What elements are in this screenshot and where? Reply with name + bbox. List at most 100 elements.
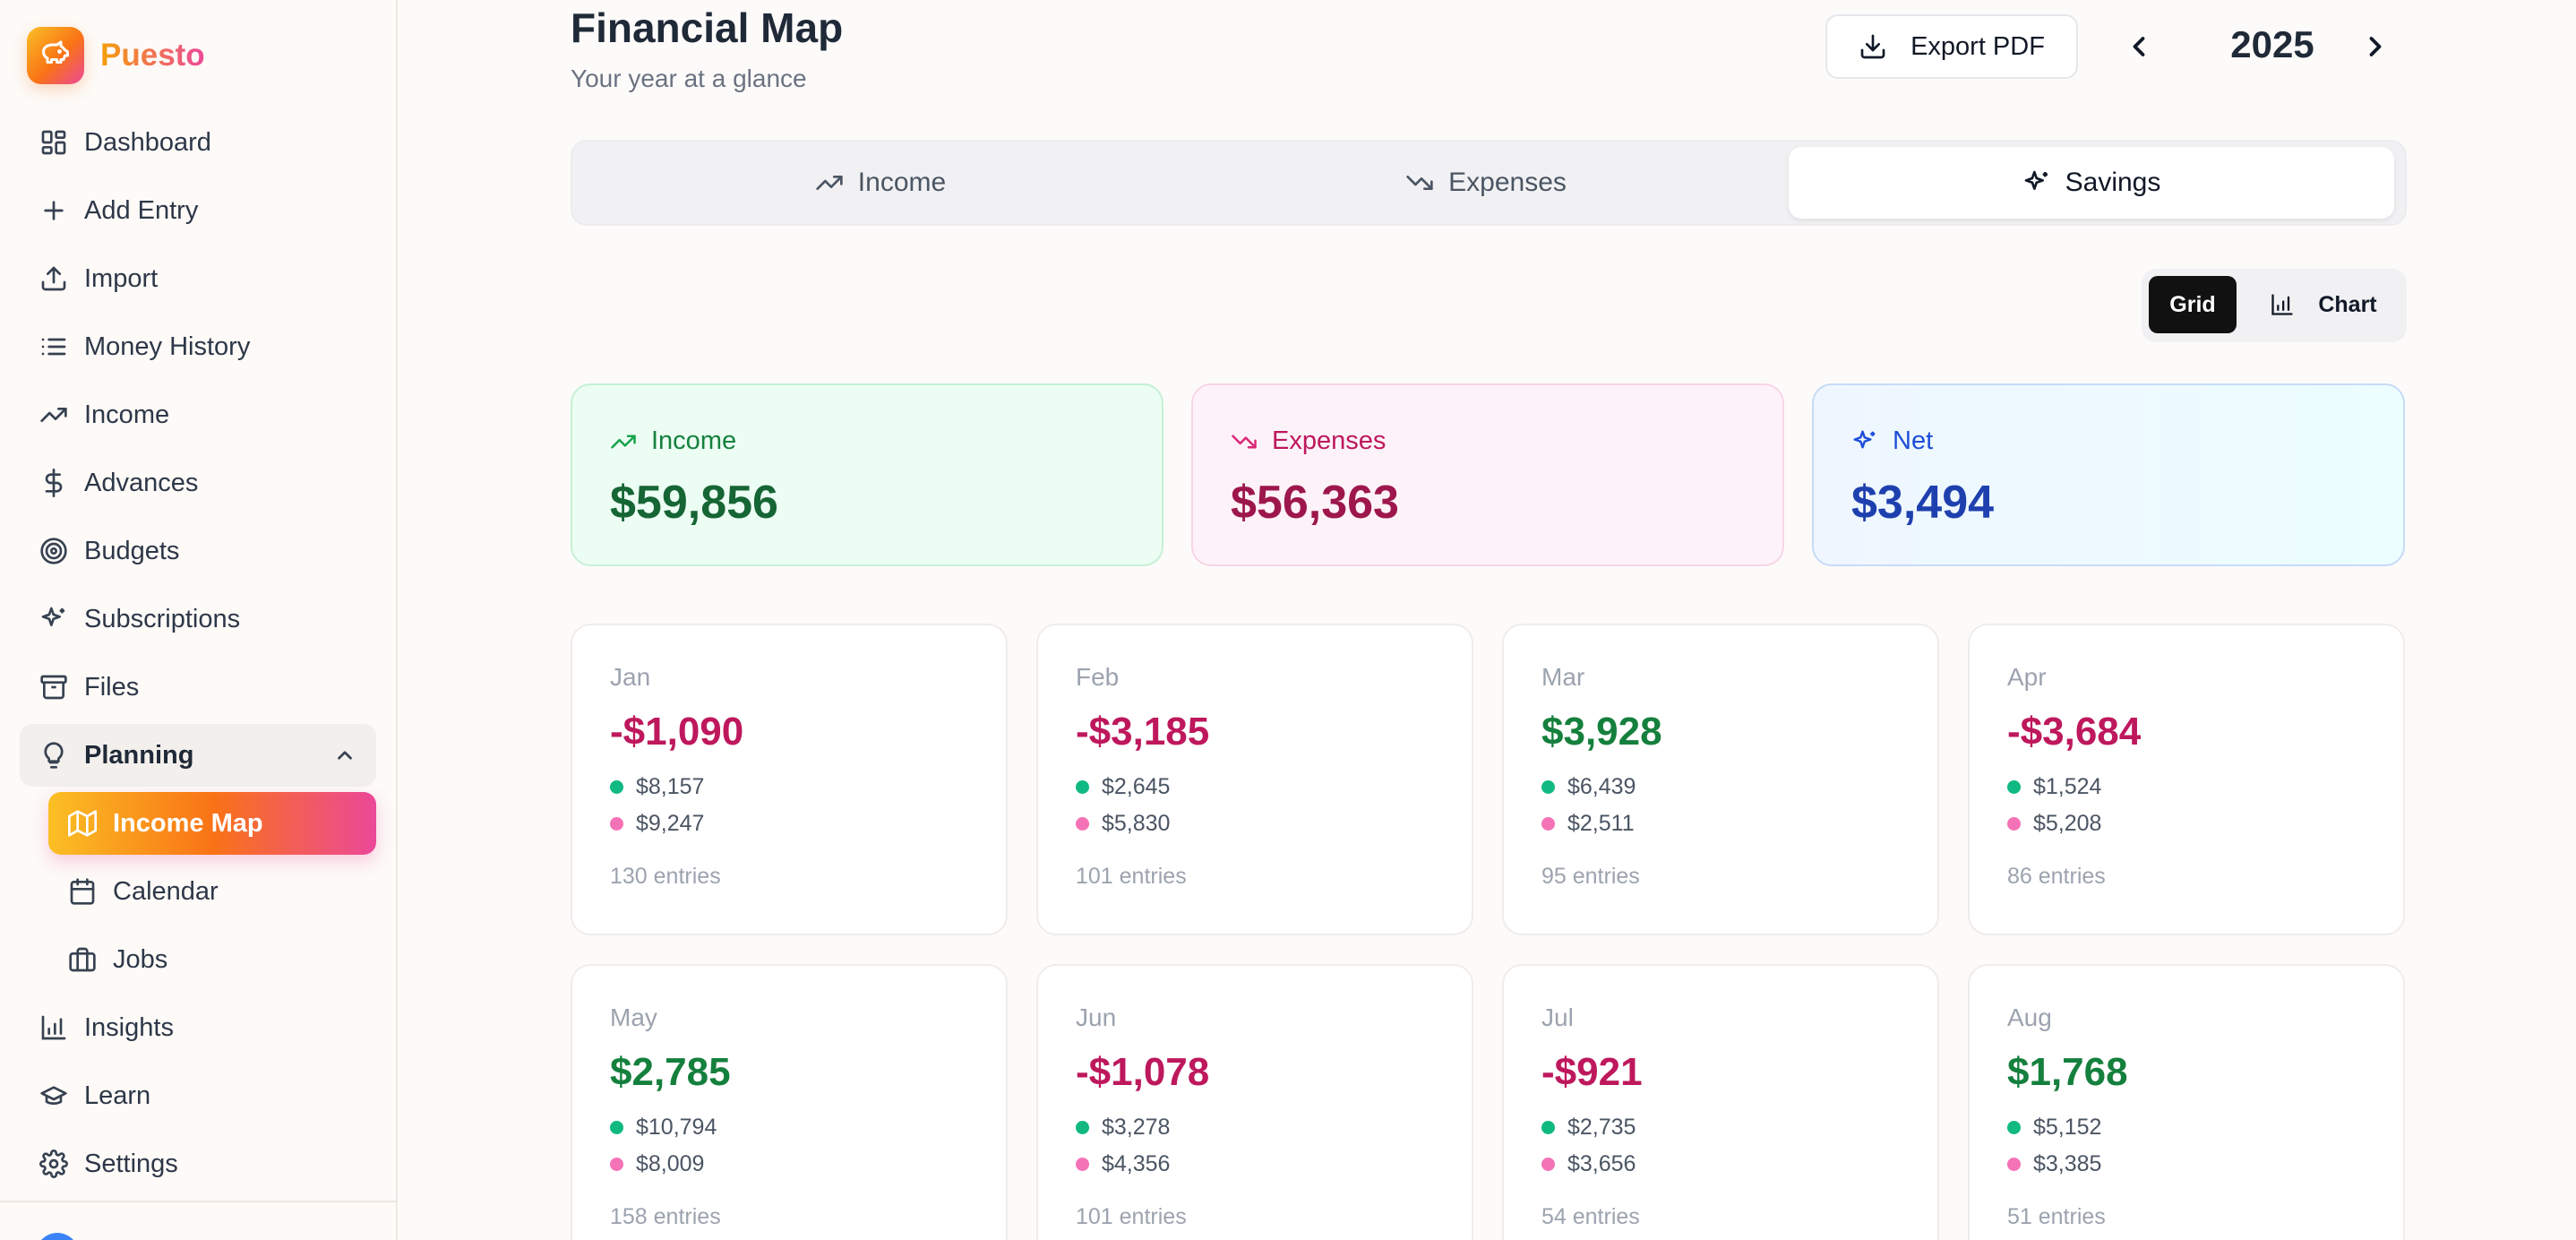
export-pdf-label: Export PDF: [1911, 31, 2045, 61]
month-income-row: $6,439: [1541, 774, 1937, 800]
trending-up-icon: [816, 176, 843, 190]
avatar[interactable]: [36, 1233, 79, 1240]
month-expense-row: $5,830: [1076, 811, 1472, 837]
brand[interactable]: Puesto: [27, 27, 205, 84]
category-tabs: Income Expenses Savings: [571, 140, 2407, 226]
sidebar-item-label: Money History: [84, 332, 251, 361]
export-pdf-button[interactable]: Export PDF: [1825, 14, 2078, 79]
sidebar-item-jobs[interactable]: Jobs: [48, 928, 376, 991]
sidebar-item-calendar[interactable]: Calendar: [48, 860, 376, 923]
month-net: -$1,078: [1076, 1050, 1210, 1094]
month-expense-row: $4,356: [1076, 1151, 1472, 1177]
grid-view-button[interactable]: Grid: [2149, 276, 2237, 333]
bar-chart-icon: [41, 1015, 66, 1040]
month-name: Jun: [1076, 1003, 1117, 1031]
month-income-row: $5,152: [2007, 1115, 2403, 1141]
month-entries: 101 entries: [1076, 864, 1187, 889]
month-card-may[interactable]: May $2,785 $10,794 $8,009 158 entries: [571, 964, 1008, 1240]
month-entries: 101 entries: [1076, 1204, 1187, 1229]
expense-dot: [1076, 1158, 1089, 1171]
summary-label: Expenses: [1272, 426, 1387, 455]
sidebar-item-import[interactable]: Import: [20, 247, 376, 310]
tab-expenses[interactable]: Expenses: [1183, 147, 1789, 219]
month-expenses: $4,356: [1102, 1151, 1171, 1176]
dashboard-icon: [41, 130, 66, 155]
month-income-row: $8,157: [610, 774, 1006, 800]
sidebar-item-income[interactable]: Income: [20, 383, 376, 446]
income-dot: [610, 780, 623, 794]
expense-dot: [2007, 1158, 2021, 1171]
sidebar-item-dashboard[interactable]: Dashboard: [20, 111, 376, 174]
month-income: $6,439: [1567, 774, 1636, 799]
sidebar-item-budgets[interactable]: Budgets: [20, 520, 376, 582]
sidebar-group-planning[interactable]: Planning: [20, 724, 376, 787]
month-card-jul[interactable]: Jul -$921 $2,735 $3,656 54 entries: [1502, 964, 1939, 1240]
income-dot: [1076, 780, 1089, 794]
month-income-row: $2,735: [1541, 1115, 1937, 1141]
net-summary-card: Net $3,494: [1812, 383, 2405, 566]
tab-income[interactable]: Income: [578, 147, 1183, 219]
gear-icon: [39, 1150, 68, 1178]
sidebar-item-income-map[interactable]: Income Map: [48, 792, 376, 855]
income-dot: [610, 1121, 623, 1134]
sidebar-item-label: Dashboard: [84, 127, 211, 157]
month-net: $1,768: [2007, 1050, 2128, 1094]
sidebar-item-files[interactable]: Files: [20, 656, 376, 719]
month-net: -$921: [1541, 1050, 1643, 1094]
sidebar-item-add-entry[interactable]: Add Entry: [20, 179, 376, 242]
sidebar-item-settings[interactable]: Settings: [20, 1132, 376, 1195]
month-card-mar[interactable]: Mar $3,928 $6,439 $2,511 95 entries: [1502, 624, 1939, 935]
grid-view-label: Grid: [2169, 291, 2216, 317]
sparkles-icon: [2024, 170, 2048, 190]
sidebar-item-money-history[interactable]: Money History: [20, 315, 376, 378]
month-expenses: $3,385: [2033, 1151, 2102, 1176]
expenses-summary-card: Expenses $56,363: [1191, 383, 1784, 566]
month-expense-row: $5,208: [2007, 811, 2403, 837]
expense-dot: [1076, 817, 1089, 831]
year-label: 2025: [2230, 23, 2314, 65]
map-icon: [68, 810, 97, 837]
chevron-left-icon[interactable]: [2123, 30, 2155, 63]
month-name: Jan: [610, 663, 651, 691]
month-card-jun[interactable]: Jun -$1,078 $3,278 $4,356 101 entries: [1036, 964, 1473, 1240]
sidebar-item-label: Calendar: [113, 876, 219, 906]
sparkles-icon: [41, 607, 64, 626]
sidebar-nav: Dashboard Add Entry Import Money History…: [20, 111, 376, 1201]
expense-dot: [2007, 817, 2021, 831]
month-name: Aug: [2007, 1003, 2052, 1031]
month-income: $2,735: [1567, 1115, 1636, 1140]
sidebar-item-label: Advances: [84, 468, 199, 497]
income-summary-card: Income $59,856: [571, 383, 1163, 566]
month-card-apr[interactable]: Apr -$3,684 $1,524 $5,208 86 entries: [1968, 624, 2405, 935]
chevron-up-icon[interactable]: [333, 744, 356, 767]
sidebar-item-label: Jobs: [113, 944, 168, 974]
dollar-icon: [45, 469, 63, 497]
month-income: $1,524: [2033, 774, 2102, 799]
month-card-jan[interactable]: Jan -$1,090 $8,157 $9,247 130 entries: [571, 624, 1008, 935]
month-expenses: $3,656: [1567, 1151, 1636, 1176]
tab-label: Savings: [2065, 168, 2161, 197]
sidebar-item-insights[interactable]: Insights: [20, 996, 376, 1059]
month-name: Mar: [1541, 663, 1585, 691]
month-income: $8,157: [636, 774, 705, 799]
sidebar-item-advances[interactable]: Advances: [20, 452, 376, 514]
chevron-right-icon[interactable]: [2359, 30, 2391, 63]
sidebar-item-label: Import: [84, 263, 159, 293]
month-expense-row: $2,511: [1541, 811, 1937, 837]
sidebar-item-label: Insights: [84, 1012, 174, 1042]
expense-dot: [1541, 817, 1555, 831]
month-name: Feb: [1076, 663, 1120, 691]
chart-view-button[interactable]: Chart: [2247, 276, 2400, 333]
month-name: Apr: [2007, 663, 2047, 691]
expense-dot: [610, 817, 623, 831]
month-card-aug[interactable]: Aug $1,768 $5,152 $3,385 51 entries: [1968, 964, 2405, 1240]
month-card-feb[interactable]: Feb -$3,185 $2,645 $5,830 101 entries: [1036, 624, 1473, 935]
month-net: -$1,090: [610, 710, 744, 753]
sidebar-item-learn[interactable]: Learn: [20, 1064, 376, 1127]
sidebar-item-label: Settings: [84, 1149, 178, 1178]
tab-savings[interactable]: Savings: [1789, 147, 2394, 219]
target-icon: [40, 538, 67, 564]
tab-label: Income: [857, 168, 947, 197]
trending-up-icon: [40, 408, 67, 422]
sidebar-item-subscriptions[interactable]: Subscriptions: [20, 588, 376, 650]
